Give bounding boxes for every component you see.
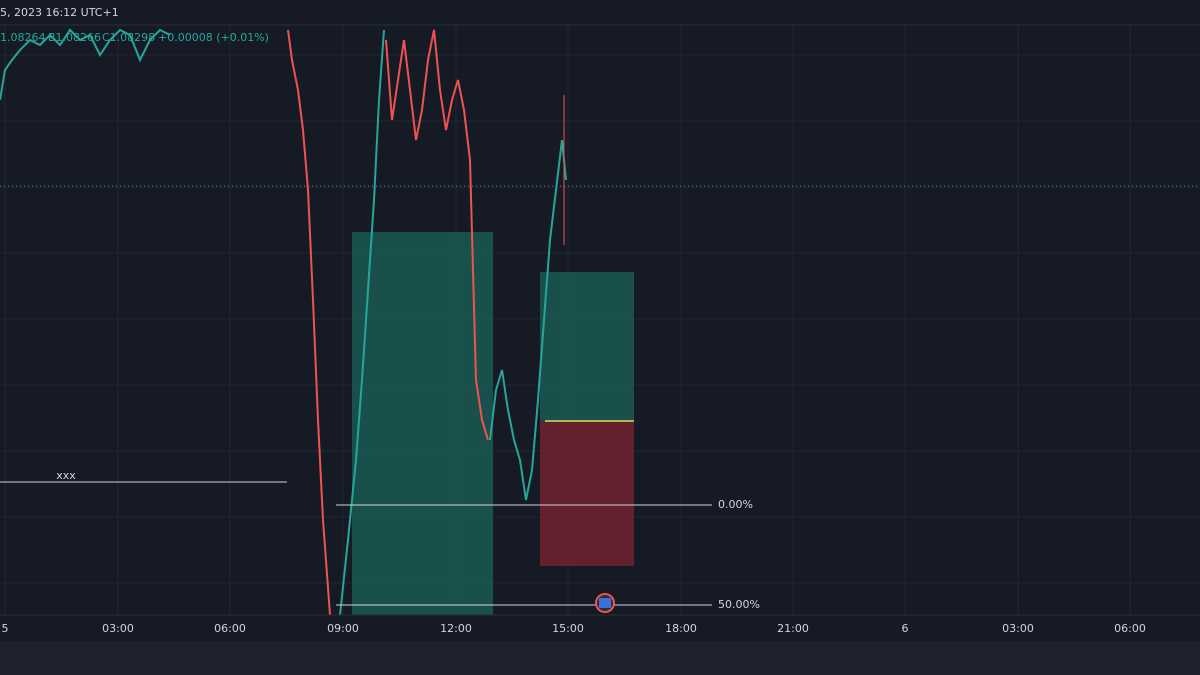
target-zone — [540, 272, 634, 421]
legend-bid: B1.08266 — [48, 31, 101, 44]
time-label: 06:00 — [214, 622, 246, 635]
time-label: 21:00 — [777, 622, 809, 635]
ohlc-legend: 1.08264 B1.08266 C1.08298 +0.00008 (+0.0… — [0, 31, 269, 44]
time-label: 6 — [902, 622, 909, 635]
top-bar — [0, 0, 1200, 25]
header-datetime: 5, 2023 16:12 UTC+1 — [0, 6, 119, 19]
stop-zone — [540, 421, 634, 566]
time-label: 15:00 — [552, 622, 584, 635]
bottom-toolbar — [0, 641, 1200, 675]
grid — [0, 25, 1200, 615]
candles-up — [489, 139, 567, 501]
time-axis — [0, 615, 1200, 641]
candles-up — [339, 29, 385, 616]
fib-level-label: 0.00% — [718, 498, 753, 511]
candles-up — [0, 28, 171, 101]
line-label: xxx — [56, 469, 76, 482]
time-label: 03:00 — [102, 622, 134, 635]
candles-down — [385, 29, 489, 441]
legend-close: C1.08298 — [102, 31, 155, 44]
time-label: 06:00 — [1114, 622, 1146, 635]
time-label: 09:00 — [327, 622, 359, 635]
legend-change: +0.00008 (+0.01%) — [158, 31, 269, 44]
time-label: 18:00 — [665, 622, 697, 635]
event-flag — [599, 598, 611, 608]
candles-down — [287, 29, 331, 616]
legend-open: 1.08264 — [0, 31, 46, 44]
price-candles — [0, 28, 567, 616]
long-position-box — [352, 232, 493, 615]
time-label: 03:00 — [1002, 622, 1034, 635]
fib-level-label: 50.00% — [718, 598, 760, 611]
time-label: 5 — [2, 622, 9, 635]
time-label: 12:00 — [440, 622, 472, 635]
